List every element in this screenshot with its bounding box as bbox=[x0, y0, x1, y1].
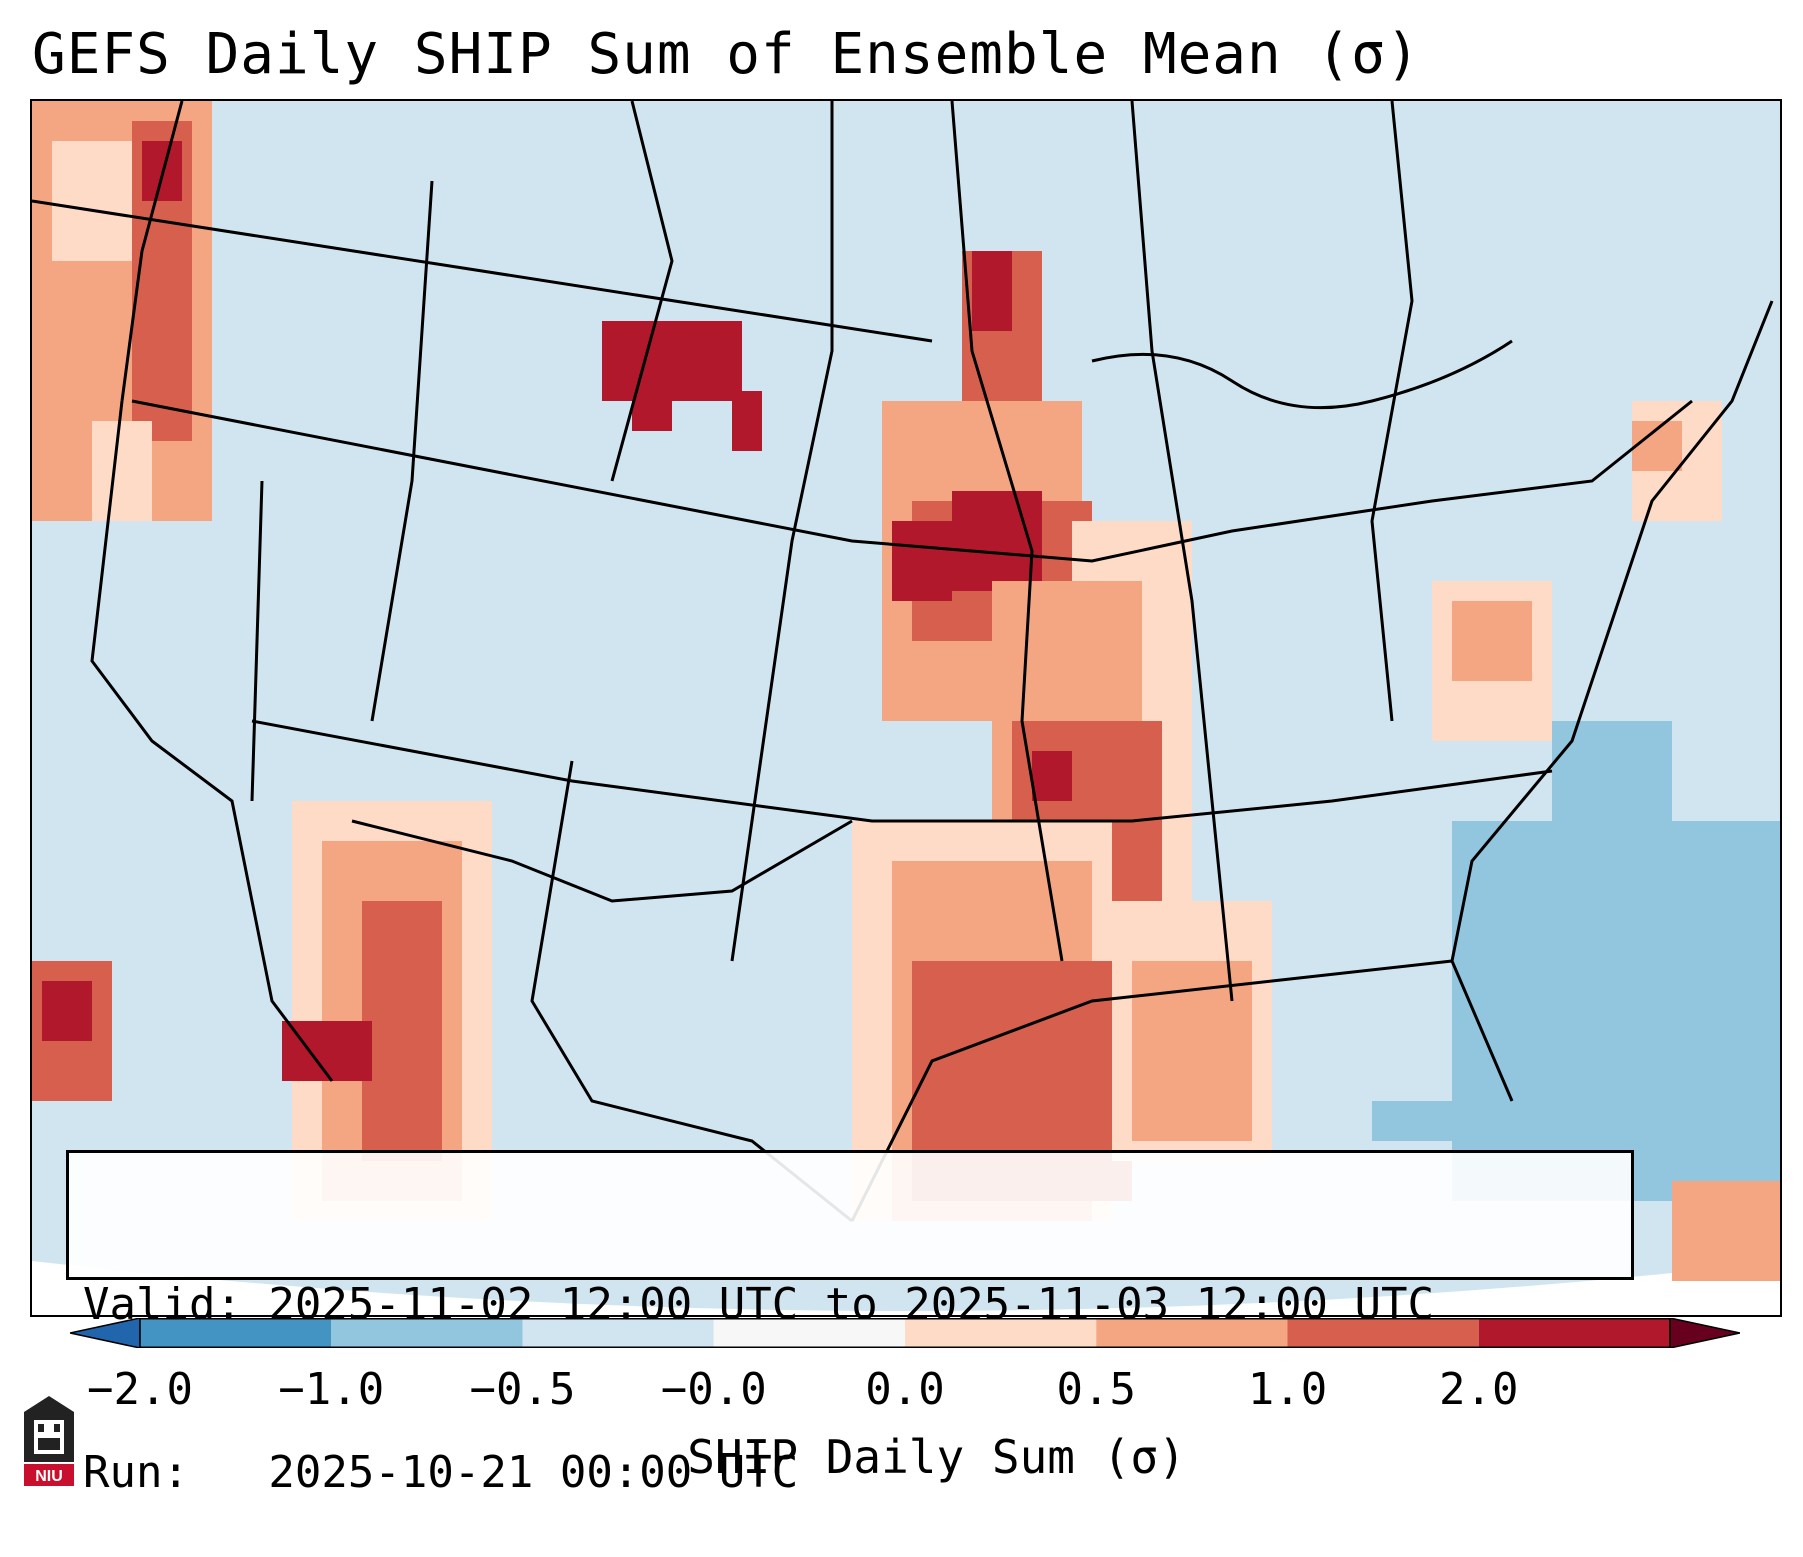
gulf-coast bbox=[850, 959, 1514, 1222]
california-coast bbox=[90, 400, 334, 1082]
colorbar-segment bbox=[1287, 1318, 1479, 1348]
colorbar-segment bbox=[331, 1318, 523, 1348]
central-border bbox=[730, 101, 834, 962]
colorbar-tick-label: −0.5 bbox=[469, 1364, 576, 1415]
nevada-border bbox=[250, 480, 264, 802]
map-panel bbox=[30, 99, 1782, 1317]
colorbar-tick-label: −1.0 bbox=[278, 1364, 385, 1415]
colorbar-segment bbox=[1478, 1318, 1670, 1348]
rockies-border bbox=[610, 101, 674, 482]
anomaly-pacific-nw bbox=[32, 101, 212, 521]
great-basin-border bbox=[370, 180, 434, 722]
validity-info-box: Valid: 2025-11-02 12:00 UTC to 2025-11-0… bbox=[66, 1150, 1634, 1498]
chart-title: GEFS Daily SHIP Sum of Ensemble Mean (σ) bbox=[32, 22, 1421, 87]
colorbar-tick-label: 2.0 bbox=[1439, 1364, 1519, 1415]
colorbar-tick-label: 1.0 bbox=[1247, 1364, 1328, 1415]
colorbar-extend-low bbox=[70, 1318, 141, 1348]
border-row-3 bbox=[351, 819, 853, 903]
colorbar-segment bbox=[905, 1318, 1097, 1348]
mississippi-river bbox=[950, 101, 1064, 962]
colorbar-segment bbox=[1096, 1318, 1288, 1348]
anomaly-northern-plains bbox=[602, 321, 762, 451]
colorbar-segment bbox=[140, 1318, 332, 1348]
border-row-1 bbox=[131, 399, 1693, 563]
logo-text: NIU bbox=[35, 1468, 63, 1485]
pacific-coastline bbox=[120, 101, 184, 402]
colorbar-segment bbox=[713, 1318, 905, 1348]
map-svg bbox=[32, 101, 1780, 1311]
boundaries bbox=[32, 101, 1774, 1223]
canada-border bbox=[32, 199, 933, 343]
colorbar-frame bbox=[139, 1318, 1671, 1348]
eastern-border bbox=[1130, 101, 1234, 1002]
appalachian-border bbox=[1370, 101, 1414, 722]
colorbar-segment bbox=[522, 1318, 714, 1348]
colorbar-extend-high bbox=[1669, 1318, 1740, 1348]
great-lakes bbox=[1091, 339, 1513, 410]
colorbar-tick-label: −2.0 bbox=[87, 1364, 193, 1415]
colorbar bbox=[70, 1318, 1740, 1348]
colorbar-tick-label: 0.5 bbox=[1056, 1364, 1136, 1415]
colorbar-label: SHIP Daily Sum (σ) bbox=[687, 1430, 1186, 1484]
colorbar-tick-label: −0.0 bbox=[660, 1364, 767, 1415]
niu-logo-icon: NIU bbox=[24, 1396, 74, 1486]
anomaly-mexico bbox=[32, 801, 492, 1221]
atlantic-coastline bbox=[1450, 300, 1774, 962]
anomaly-northeast bbox=[1432, 401, 1722, 741]
anomaly-central-plains bbox=[852, 251, 1272, 1221]
border-row-2 bbox=[251, 719, 1553, 823]
run-time-line: Run: 2025-10-21 00:00 UTC bbox=[83, 1447, 799, 1498]
colorbar-tick-label: 0.0 bbox=[865, 1364, 945, 1415]
